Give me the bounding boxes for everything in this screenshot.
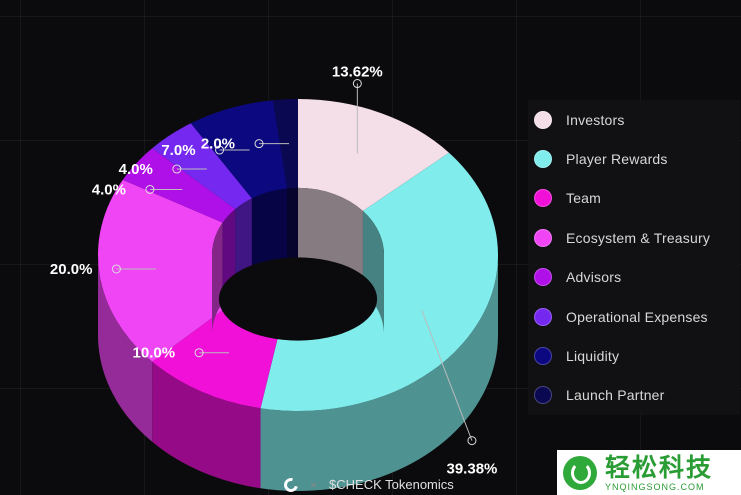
slice-value-label: 2.0% bbox=[201, 136, 235, 153]
chart-legend: Investors Player Rewards Team Ecosystem … bbox=[528, 100, 740, 416]
legend-item-ecosystem-treasury: Ecosystem & Treasury bbox=[528, 218, 740, 257]
legend-swatch bbox=[534, 386, 552, 405]
watermark-cn: 轻松科技 bbox=[605, 453, 714, 482]
legend-item-advisors: Advisors bbox=[528, 258, 740, 297]
slice-value-label: 20.0% bbox=[50, 261, 93, 278]
watermark-en: YNQINGSONG.COM bbox=[605, 481, 705, 492]
donut-hole bbox=[218, 257, 378, 341]
legend-label: Launch Partner bbox=[566, 387, 665, 404]
footer-title: $CHECK Tokenomics bbox=[329, 477, 454, 492]
watermark-logo-icon bbox=[563, 455, 597, 490]
legend-item-operational-expenses: Operational Expenses bbox=[528, 297, 740, 336]
callout-dot bbox=[254, 139, 264, 149]
slice-inner-wall bbox=[362, 211, 384, 335]
slice-inner-wall bbox=[235, 198, 252, 290]
slice-ecosystem-treasury bbox=[98, 179, 236, 362]
legend-label: Operational Expenses bbox=[566, 308, 708, 325]
slice-value-label: 39.38% bbox=[447, 461, 498, 478]
legend-swatch bbox=[534, 150, 552, 169]
footer-separator: × bbox=[310, 477, 318, 492]
legend-item-liquidity: Liquidity bbox=[528, 336, 740, 375]
legend-label: Liquidity bbox=[566, 348, 620, 365]
slice-value-label: 4.0% bbox=[92, 181, 126, 198]
legend-label: Ecosystem & Treasury bbox=[566, 229, 711, 246]
legend-swatch bbox=[534, 228, 552, 247]
callout-dot bbox=[145, 184, 155, 194]
callout-dot bbox=[215, 145, 225, 155]
slice-inner-wall bbox=[212, 222, 223, 335]
slice-value-label: 13.62% bbox=[332, 64, 383, 81]
slice-inner-wall bbox=[287, 187, 298, 269]
slice-value-label: 4.0% bbox=[119, 161, 153, 178]
callout-dot bbox=[467, 436, 477, 446]
check-logo-icon bbox=[281, 474, 301, 495]
slice-investors bbox=[298, 99, 450, 212]
callout-dot bbox=[194, 348, 204, 358]
slice-wall-team bbox=[152, 361, 261, 489]
watermark: 轻松科技 YNQINGSONG.COM bbox=[557, 450, 741, 495]
legend-swatch bbox=[534, 307, 552, 326]
legend-swatch bbox=[534, 189, 552, 208]
legend-item-launch-partner: Launch Partner bbox=[528, 376, 740, 415]
callout-dot bbox=[352, 79, 362, 89]
legend-item-team: Team bbox=[528, 179, 740, 218]
donut-outer-walls bbox=[98, 255, 498, 491]
legend-label: Investors bbox=[566, 111, 625, 128]
slice-advisors bbox=[122, 148, 236, 223]
legend-label: Player Rewards bbox=[566, 151, 668, 168]
slice-value-label: 10.0% bbox=[133, 345, 176, 362]
legend-swatch bbox=[534, 347, 552, 366]
legend-label: Team bbox=[566, 190, 602, 207]
slice-value-label: 7.0% bbox=[161, 142, 195, 159]
slice-inner-wall bbox=[251, 188, 288, 279]
slice-wall-ecosystem-treasury bbox=[98, 255, 153, 442]
legend-label: Advisors bbox=[566, 269, 622, 286]
callout-dot bbox=[172, 164, 182, 174]
callout-dot bbox=[111, 264, 121, 274]
legend-swatch bbox=[534, 268, 552, 287]
callout-line bbox=[421, 310, 473, 441]
legend-item-investors: Investors bbox=[528, 100, 740, 139]
chart-footer: × $CHECK Tokenomics bbox=[281, 474, 454, 495]
donut-top-faces bbox=[98, 99, 498, 412]
slice-liquidity bbox=[190, 100, 288, 199]
legend-item-player-rewards: Player Rewards bbox=[528, 139, 740, 178]
slice-labels: 13.62% 39.38% 10.0% 20.0% 4.0% 4.0% 7.0% 2.0% bbox=[50, 64, 497, 478]
slice-wall-player-rewards bbox=[260, 255, 498, 491]
slice-operational-expenses bbox=[152, 123, 252, 210]
legend-swatch bbox=[534, 110, 552, 129]
